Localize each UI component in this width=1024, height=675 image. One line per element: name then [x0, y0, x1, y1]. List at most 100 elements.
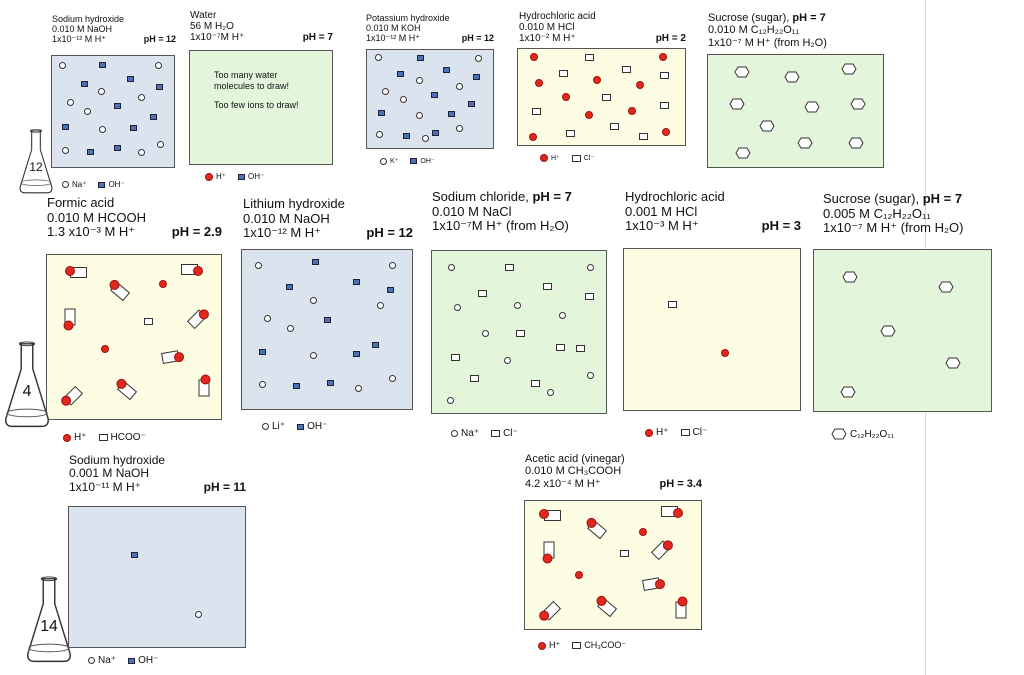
legend-item: OH⁻: [238, 172, 264, 181]
anion-particle: [98, 434, 108, 441]
formic-legend: H⁺ HCOO⁻: [63, 432, 146, 443]
hydroxide-ion: [324, 317, 331, 323]
legend-item: CH₃COO⁻: [572, 640, 626, 651]
hydroxide-ion: [259, 349, 266, 355]
hydroxide-ion: [128, 657, 136, 664]
hydrogen-ion: [530, 53, 538, 61]
acetic-header: Acetic acid (vinegar) 0.010 M CH₃COOH 4.2 …: [525, 453, 702, 490]
acid-molecule: [661, 506, 683, 518]
cation-particle: [416, 112, 423, 119]
h-ion-concentration: 1x10⁻⁷ M H⁺ (from H₂O): [823, 220, 964, 236]
flask-icon: 4: [3, 340, 51, 431]
concentration: 0.005 M C₁₂H₂₂O₁₁: [823, 205, 931, 221]
legend-item: Cl⁻: [571, 154, 594, 162]
hydroxide-ion: [114, 145, 121, 151]
hydrogen-ion: [562, 93, 570, 101]
legend-label: OH⁻: [138, 655, 159, 666]
cation-particle: [310, 297, 317, 304]
ph-value: pH = 7: [792, 12, 826, 24]
anion-particle: [585, 54, 594, 61]
sucrose-molecule: [850, 97, 866, 110]
acid-molecule: [181, 264, 203, 276]
ph-value: pH = 7: [302, 32, 333, 44]
concentration: 56 M H₂O: [190, 21, 234, 33]
legend-item: H⁺: [540, 154, 560, 162]
hydroxide-ion: [468, 101, 475, 107]
hydrogen-ion: [659, 53, 667, 61]
concentration: 0.010 M CH₃COOH: [525, 465, 622, 478]
hydroxide-ion: [353, 351, 360, 357]
cation-particle: [456, 83, 463, 90]
legend-label: Na⁺: [72, 180, 87, 189]
flask-ph-label: 14: [40, 617, 58, 635]
cation-particle: [400, 96, 407, 103]
cation-particle: [264, 315, 271, 322]
anion-particle: [144, 318, 153, 325]
hydrogen-ion: [529, 133, 537, 141]
sucrose-0005-legend: C₁₂H₂₂O₁₁: [831, 428, 894, 440]
hydrogen-ion: [159, 280, 167, 288]
sucrose-molecule: [797, 136, 813, 149]
formic-header: Formic acid 0.010 M HCOOH 1.3 x10⁻³ M H⁺ pH…: [47, 195, 222, 240]
sucrose-0005-beaker-view: [813, 249, 992, 412]
hydroxide-ion: [403, 133, 410, 139]
legend-item: HCOO⁻: [98, 432, 146, 443]
h-ion-concentration: 1x10⁻² M H⁺: [519, 33, 576, 45]
h-ion-concentration: 1x10⁻¹² M H⁺: [52, 34, 107, 45]
anion-particle: [470, 375, 479, 382]
hydroxide-ion: [238, 173, 245, 180]
hcl-001-legend: H⁺ Cl⁻: [540, 154, 594, 162]
cation-particle: [375, 54, 382, 61]
anion-particle: [559, 70, 568, 77]
hydrogen-ion: [639, 528, 647, 536]
anion-particle: [680, 429, 690, 436]
cation-particle: [587, 372, 594, 379]
anion-particle: [532, 108, 541, 115]
acid-molecule: [539, 509, 561, 521]
hydrogen-ion: [575, 571, 583, 579]
anion-particle: [602, 94, 611, 101]
hydrogen-ion: [540, 154, 548, 162]
anion-particle: [585, 293, 594, 300]
solution-name: Sodium chloride,: [432, 189, 533, 204]
legend-label: OH⁻: [108, 180, 125, 189]
cation-particle: [389, 262, 396, 269]
hydroxide-ion: [378, 110, 385, 116]
acid-molecule: [198, 374, 211, 397]
hydroxide-ion: [327, 380, 334, 386]
anion-particle: [478, 290, 487, 297]
hydrogen-ion: [636, 81, 644, 89]
cation-particle: [355, 385, 362, 392]
ph-value: pH = 12: [366, 225, 413, 241]
legend-item: OH⁻: [98, 180, 125, 189]
cation-particle: [88, 657, 95, 664]
h-ion-concentration: 4.2 x10⁻⁴ M H⁺: [525, 477, 601, 490]
hydrogen-ion: [101, 345, 109, 353]
h-ion-concentration: 1x10⁻⁷M H⁺ (from H₂O): [432, 218, 569, 234]
cation-particle: [377, 302, 384, 309]
naoh-001-header: Sodium hydroxide 0.010 M NaOH 1x10⁻¹² M H⁺…: [52, 14, 176, 44]
ph-value: pH = 3: [761, 218, 801, 234]
cation-particle: [454, 304, 461, 311]
hydrogen-ion: [63, 433, 71, 442]
hydrogen-ion: [538, 641, 546, 650]
cation-particle: [547, 389, 554, 396]
hydrogen-ion: [628, 107, 636, 115]
solution-name: Sodium hydroxide: [69, 453, 166, 467]
legend-label: C₁₂H₂₂O₁₁: [850, 428, 894, 440]
anion-particle: [622, 66, 631, 73]
legend-item: Cl⁻: [491, 428, 518, 439]
hydrogen-ion: [205, 172, 213, 181]
solution-name: Acetic acid (vinegar): [525, 453, 625, 465]
hydroxide-ion: [62, 124, 69, 130]
concentration: 0.010 M HCOOH: [47, 209, 146, 225]
cation-particle: [422, 135, 429, 142]
anion-particle: [660, 102, 669, 109]
hydroxide-ion: [150, 114, 157, 120]
hydrogen-ion: [645, 428, 653, 437]
solution-name: Hydrochloric acid: [519, 11, 596, 22]
concentration: 0.010 M NaOH: [243, 210, 330, 226]
note-text: Too few ions to draw!: [214, 100, 299, 110]
h-ion-concentration: 1x10⁻¹¹ M H⁺: [69, 479, 142, 494]
hydroxide-ion: [156, 84, 163, 90]
